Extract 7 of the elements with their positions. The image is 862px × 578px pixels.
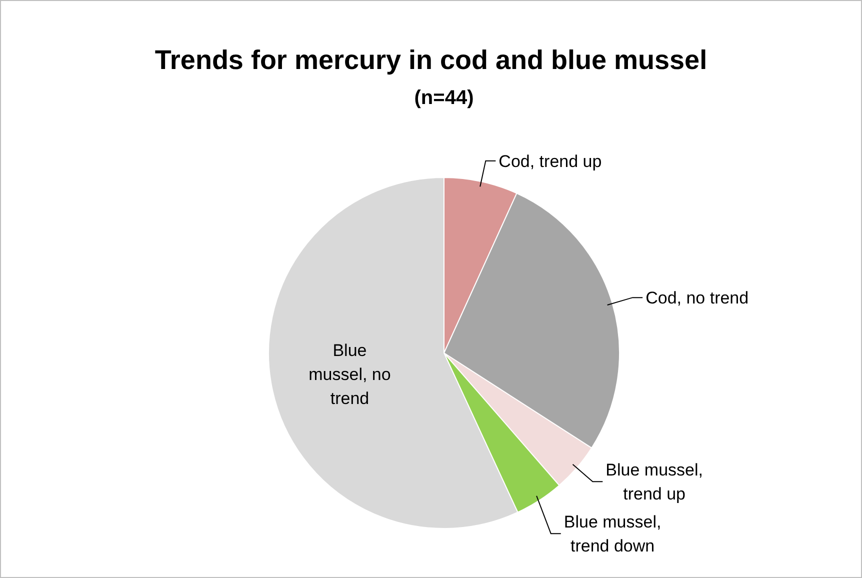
slice-label: Cod, no trend — [646, 288, 749, 308]
slice-label: Blue mussel, no trend — [308, 340, 391, 408]
slice-label: Cod, trend up — [498, 152, 602, 171]
slice-label: Blue mussel, trend up — [606, 460, 703, 504]
slice-label: Blue mussel, trend down — [564, 512, 662, 556]
chart-title: Trends for mercury in cod and blue mussel — [154, 45, 708, 75]
chart-subtitle: (n=44) — [414, 87, 474, 109]
